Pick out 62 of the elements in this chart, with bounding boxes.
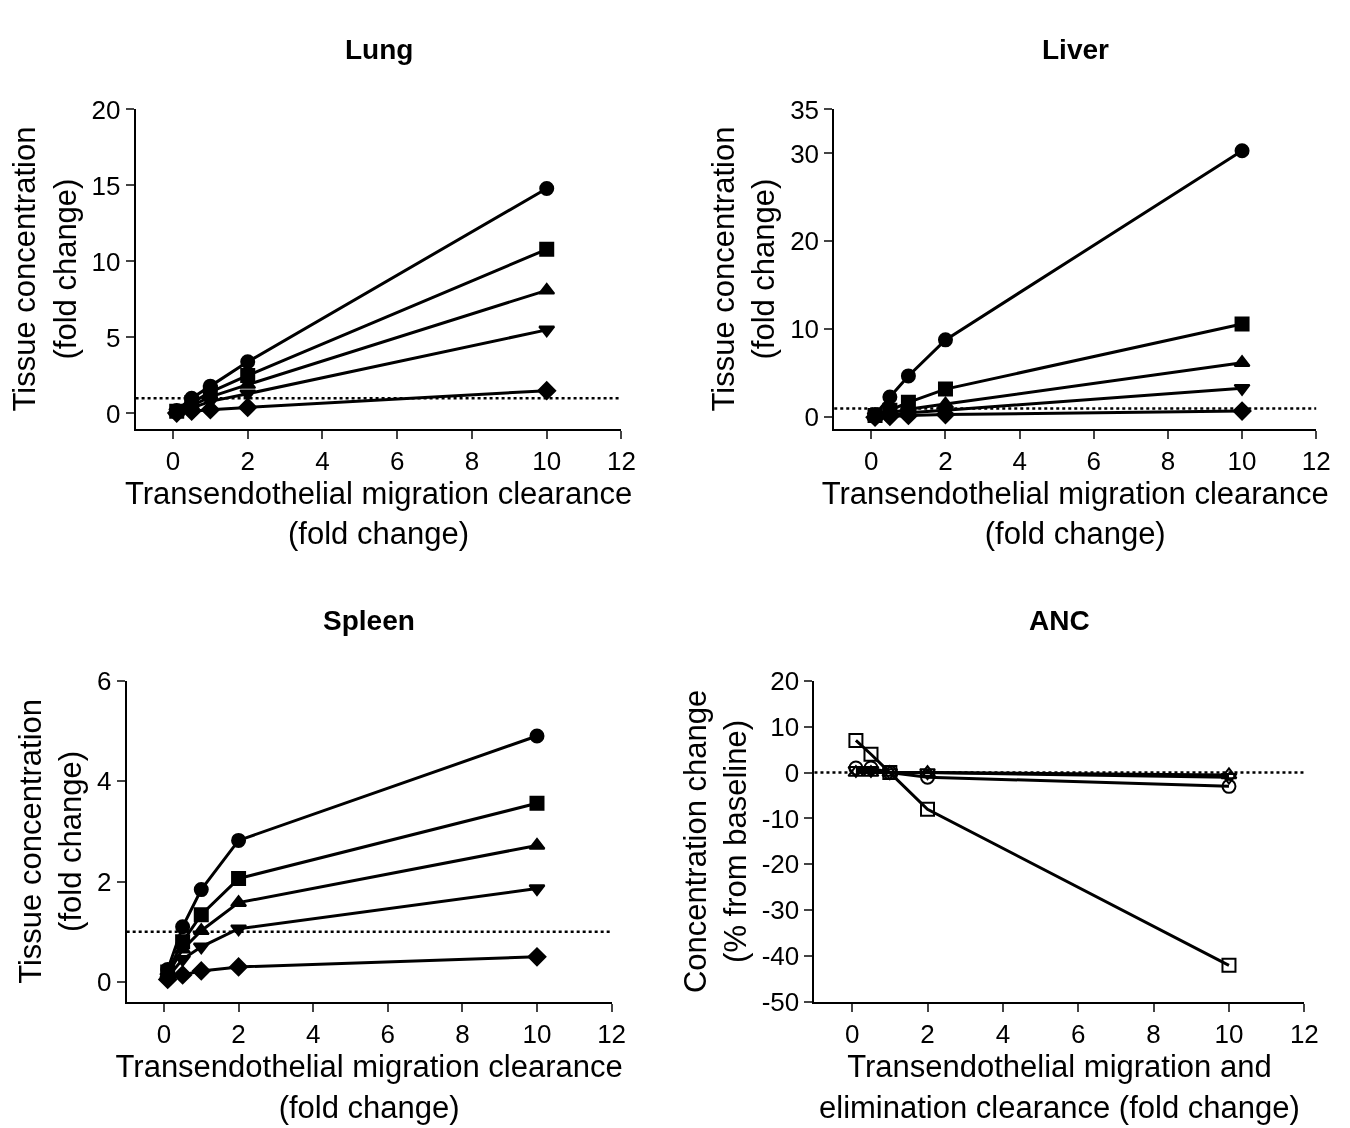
y-tick-label: -40 [761,941,800,972]
x-tick-label: 4 [1012,445,1027,476]
x-tick-label: 0 [156,1019,172,1050]
x-tick-label: 6 [389,445,405,476]
y-tick-label: 10 [790,314,820,345]
x-tick-label: 2 [231,1019,246,1050]
x-tick-label: 0 [844,1019,860,1050]
chart-title: Spleen [323,605,415,636]
x-tick-label: 8 [1146,1019,1161,1050]
y-tick-label: 4 [97,766,112,797]
y-tick-label: -50 [761,987,800,1018]
x-tick-label: 8 [455,1019,470,1050]
x-tick-label: 12 [607,445,636,476]
y-tick-label: -10 [761,803,800,834]
x-tick-label: 12 [1301,445,1331,476]
y-tick-label: 0 [784,757,800,788]
x-tick-label: 4 [315,445,330,476]
y-tick-label: 0 [105,398,121,429]
x-axis-title: Transendothelial migration clearance (fold change) [115,1049,623,1125]
x-axis-title: Transendothelial migration clearance (fold change) [124,475,633,552]
x-tick-label: 10 [1227,445,1257,476]
x-tick-label: 12 [597,1019,627,1050]
y-tick-label: -20 [761,849,800,880]
y-tick-label: 20 [91,94,121,125]
x-tick-label: 4 [305,1019,321,1050]
chart-title: Lung [345,34,414,65]
y-tick-label: 0 [97,967,112,998]
x-tick-label: 2 [938,445,953,476]
x-tick-label: 6 [1086,445,1101,476]
x-tick-label: 6 [380,1019,396,1050]
y-tick-label: 5 [105,322,121,353]
chart-title: ANC [1029,605,1090,636]
x-axis-title: Transendothelial migration clearance (fold change) [821,475,1329,552]
x-tick-label: 10 [522,1019,552,1050]
y-tick-label: 20 [770,665,800,696]
y-tick-label: 0 [804,402,820,433]
y-tick-label: 10 [91,246,121,277]
y-tick-label: 35 [790,94,820,125]
y-axis-title: Tissue concentration (fold change) [12,698,89,984]
y-tick-label: 15 [91,170,121,201]
y-axis-title: Tissue concentration (fold change) [705,126,782,412]
x-tick-label: 4 [995,1019,1011,1050]
y-axis-title: Tissue concentration (fold change) [7,126,83,412]
x-tick-label: 10 [532,445,562,476]
x-tick-label: 0 [165,445,181,476]
y-tick-label: 10 [770,711,800,742]
y-tick-label: 2 [97,866,112,897]
x-axis-title: Transendothelial migration and elimination clearance (fold change) [819,1049,1300,1125]
y-tick-label: 6 [97,665,112,696]
y-axis-title: Concentration change (% from baseline) [677,689,753,994]
x-tick-label: 2 [920,1019,935,1050]
y-tick-label: -30 [761,895,800,926]
y-tick-label: 30 [790,138,820,169]
x-tick-label: 2 [240,445,255,476]
x-tick-label: 8 [464,445,480,476]
x-tick-label: 8 [1160,445,1176,476]
x-tick-label: 6 [1071,1019,1086,1050]
y-tick-label: 20 [790,226,820,257]
x-tick-label: 10 [1214,1019,1244,1050]
x-tick-label: 0 [864,445,879,476]
chart-title: Liver [1042,34,1110,65]
x-tick-label: 12 [1289,1019,1319,1050]
